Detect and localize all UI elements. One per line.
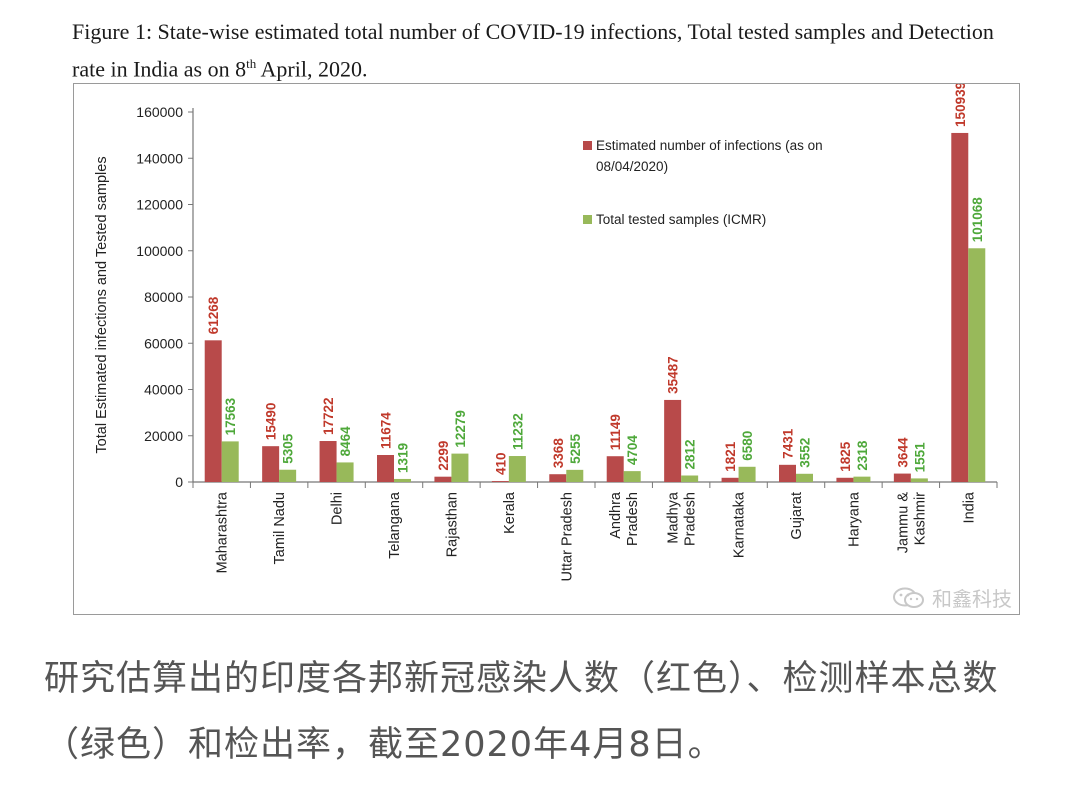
- data-label-tested: 4704: [625, 435, 640, 466]
- x-tick-label: Kashmir: [912, 492, 928, 545]
- bar-infections: [549, 474, 567, 482]
- bar-infections: [204, 340, 222, 482]
- chart-frame: 0 20000 40000 60000 80000 100000 120000 140000 1…: [73, 83, 1020, 615]
- data-label-tested: 5305: [281, 433, 296, 464]
- bar-tested: [796, 473, 813, 482]
- bar-infections: [779, 464, 796, 482]
- x-tick-label: Rajasthan: [444, 492, 460, 557]
- x-tick-label: Andhra: [608, 491, 624, 539]
- bar-infections: [319, 441, 337, 482]
- data-label-infections: 150939: [953, 84, 968, 127]
- bar-infections: [606, 456, 624, 482]
- data-label-infections: 7431: [781, 428, 796, 459]
- bar-tested: [508, 456, 526, 482]
- bar-tested: [566, 469, 584, 482]
- x-tick-label: Uttar Pradesh: [559, 492, 575, 581]
- data-label-infections: 11149: [608, 414, 623, 450]
- data-label-infections: 3644: [895, 437, 910, 468]
- bar-tested: [336, 462, 354, 482]
- data-label-tested: 12279: [453, 410, 468, 448]
- data-label-tested: 2318: [855, 440, 870, 471]
- legend-label: Estimated number of infections (as on: [596, 138, 823, 153]
- legend-swatch: [583, 215, 592, 224]
- bar-tested: [681, 475, 699, 482]
- figure-title-text-end: April, 2020.: [256, 56, 368, 82]
- bar-tested: [910, 478, 928, 482]
- y-tick-label: 160000: [136, 104, 183, 120]
- data-label-infections: 15490: [264, 403, 279, 441]
- data-label-tested: 11232: [510, 413, 525, 450]
- data-label-infections: 2299: [436, 441, 451, 471]
- data-label-infections: 61268: [206, 296, 221, 334]
- y-tick-label: 120000: [136, 197, 183, 213]
- x-tick-label: Tamil Nadu: [272, 492, 288, 565]
- bar-chart: 0 20000 40000 60000 80000 100000 120000 140000 1…: [94, 84, 998, 581]
- x-tick-label: Delhi: [330, 492, 346, 525]
- y-tick-label: 60000: [144, 335, 183, 351]
- legend-label: Total tested samples (ICMR): [596, 212, 766, 227]
- y-tick-label: 0: [175, 474, 183, 490]
- figure-title-superscript: th: [246, 56, 257, 71]
- data-label-infections: 17722: [321, 397, 336, 435]
- bar-tested: [279, 469, 297, 482]
- bar-infections: [721, 477, 739, 482]
- bar-infections: [434, 476, 452, 482]
- y-tick-label: 80000: [144, 289, 183, 305]
- legend-swatch: [583, 141, 592, 150]
- bar-tested: [623, 471, 641, 482]
- data-label-infections: 410: [493, 453, 508, 476]
- data-label-tested: 5255: [568, 433, 583, 464]
- bar-tested: [394, 478, 411, 482]
- data-label-tested: 8464: [338, 426, 353, 457]
- data-label-tested: 6580: [740, 431, 755, 461]
- caption: 研究估算出的印度各邦新冠感染人数（红色）、检测样本总数（绿色）和检出率，截至20…: [44, 659, 999, 765]
- x-tick-label: Pradesh: [625, 492, 641, 546]
- data-label-tested: 101068: [970, 197, 985, 243]
- bar-tested: [221, 441, 239, 482]
- data-label-tested: 17563: [223, 397, 238, 435]
- y-tick-label: 40000: [144, 382, 183, 398]
- x-tick-label: Maharashtra: [215, 491, 231, 573]
- bar-tested: [451, 453, 469, 482]
- bar-tested: [738, 466, 756, 482]
- data-label-infections: 1821: [723, 441, 738, 472]
- legend-label: 08/04/2020): [596, 159, 668, 174]
- data-label-tested: 1319: [396, 443, 411, 473]
- bar-tested: [853, 476, 871, 482]
- y-tick-label: 20000: [144, 428, 183, 444]
- x-tick-label: Kerala: [502, 491, 518, 534]
- data-label-infections: 35487: [666, 356, 681, 394]
- y-axis-title: Total Estimated infections and Tested sa…: [94, 156, 110, 453]
- x-tick-label: India: [961, 491, 977, 523]
- bar-infections: [893, 473, 911, 482]
- x-tick-label: Madhya: [666, 491, 682, 544]
- figure-title: Figure 1: State-wise estimated total num…: [72, 16, 1032, 85]
- figure-title-text: Figure 1: State-wise estimated total num…: [72, 19, 994, 82]
- y-tick-label: 100000: [136, 243, 183, 259]
- data-label-tested: 2812: [683, 439, 698, 469]
- x-tick-label: Pradesh: [683, 492, 699, 546]
- x-tick-label: Telangana: [387, 491, 403, 559]
- x-tick-label: Karnataka: [732, 491, 748, 558]
- data-label-tested: 1551: [912, 442, 927, 473]
- watermark-text: 和鑫科技: [932, 587, 1012, 611]
- data-label-tested: 3552: [798, 438, 813, 468]
- bar-infections: [491, 481, 509, 482]
- data-label-infections: 3368: [551, 438, 566, 469]
- watermark: 和鑫科技: [892, 583, 1012, 612]
- bar-infections: [377, 455, 394, 482]
- bar-infections: [951, 132, 969, 483]
- data-label-infections: 1825: [838, 441, 853, 472]
- bar-infections: [262, 446, 280, 482]
- bar-tested: [968, 248, 986, 482]
- x-tick-label: Haryana: [846, 491, 862, 547]
- wechat-icon: [893, 587, 924, 608]
- y-tick-label: 140000: [136, 150, 183, 166]
- x-tick-label: Gujarat: [789, 492, 805, 540]
- bar-infections: [664, 399, 682, 482]
- x-tick-label: Jammu &: [895, 492, 911, 554]
- data-label-infections: 11674: [379, 412, 394, 449]
- bar-infections: [836, 477, 854, 482]
